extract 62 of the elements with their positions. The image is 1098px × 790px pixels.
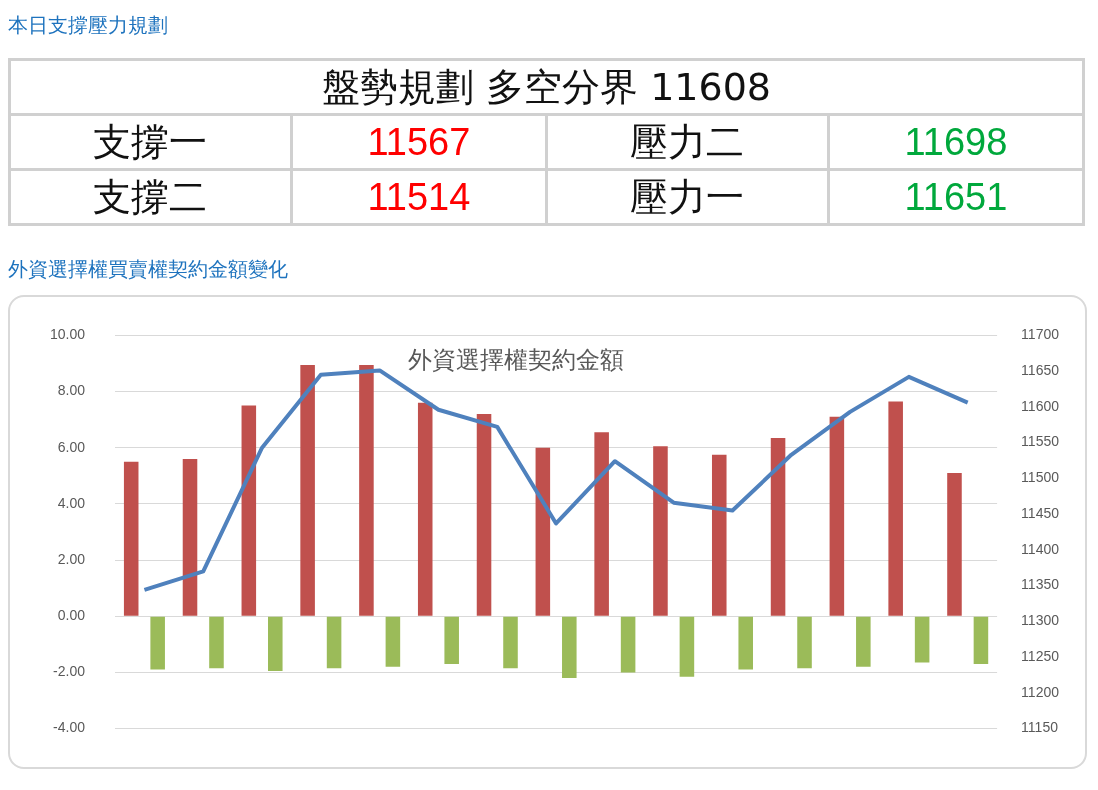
bar — [535, 447, 551, 616]
bar — [182, 458, 198, 616]
y2-tick-label: 11350 — [1021, 576, 1060, 593]
bar — [241, 405, 257, 616]
y-tick-label: 2.00 — [57, 550, 86, 567]
bar — [562, 616, 577, 679]
bar — [653, 446, 668, 616]
y-tick-label: 6.00 — [57, 438, 86, 455]
text: 支撐二 — [9, 169, 292, 225]
text: 11567 — [291, 114, 547, 170]
bar — [150, 616, 165, 670]
bar — [503, 616, 518, 669]
y2-tick-label: 11700 — [1021, 326, 1060, 343]
bar — [679, 616, 695, 677]
text: 外資選擇權契約金額 — [408, 345, 625, 374]
text: 本日支撐壓力規劃 — [8, 12, 168, 39]
text: 支撐一 — [9, 114, 292, 170]
bar — [620, 616, 636, 673]
y-tick-label: -2.00 — [53, 663, 86, 680]
y-tick-label: 10.00 — [49, 326, 86, 343]
y-tick-label: -4.00 — [53, 719, 86, 736]
y2-tick-label: 11450 — [1021, 504, 1060, 521]
y2-tick-label: 11250 — [1021, 647, 1060, 664]
bar — [268, 616, 283, 672]
bar — [829, 416, 845, 616]
y2-tick-label: 11300 — [1021, 612, 1060, 629]
y2-tick-label: 11500 — [1021, 469, 1060, 486]
bar — [797, 616, 812, 669]
y2-tick-label: 11650 — [1021, 362, 1060, 378]
bar — [417, 402, 433, 616]
bar — [770, 437, 786, 616]
bar — [300, 364, 315, 616]
bar — [947, 473, 962, 616]
text: 11514 — [291, 169, 547, 225]
bar — [123, 461, 139, 616]
y2-tick-label: 11600 — [1021, 397, 1060, 414]
text: 壓力二 — [546, 114, 829, 170]
bar — [476, 414, 492, 616]
bar — [914, 616, 930, 663]
bar — [444, 616, 459, 664]
bar — [359, 364, 374, 616]
chart-title: 外資選擇權買賣權契約金額變化 — [8, 256, 288, 283]
y-tick-label: 8.00 — [57, 382, 86, 399]
bar — [711, 454, 727, 616]
y2-tick-label: 11400 — [1021, 540, 1060, 557]
bar — [594, 432, 609, 616]
y-tick-label: 4.00 — [57, 494, 86, 511]
y2-tick-label: 11200 — [1021, 683, 1060, 700]
bar — [888, 401, 903, 616]
bar — [738, 616, 753, 670]
bar — [856, 616, 871, 667]
text: 11651 — [828, 169, 1084, 225]
bar — [385, 616, 401, 667]
text: 盤勢規劃 多空分界 11608 — [9, 59, 1084, 115]
bar — [326, 616, 342, 669]
bar — [973, 616, 989, 664]
y-tick-label: 0.00 — [57, 607, 86, 624]
y2-tick-label: 11550 — [1021, 433, 1060, 450]
text: 壓力一 — [546, 169, 829, 225]
text: 11698 — [828, 114, 1084, 170]
bar — [209, 616, 224, 669]
y2-tick-label: 11150 — [1021, 719, 1059, 736]
